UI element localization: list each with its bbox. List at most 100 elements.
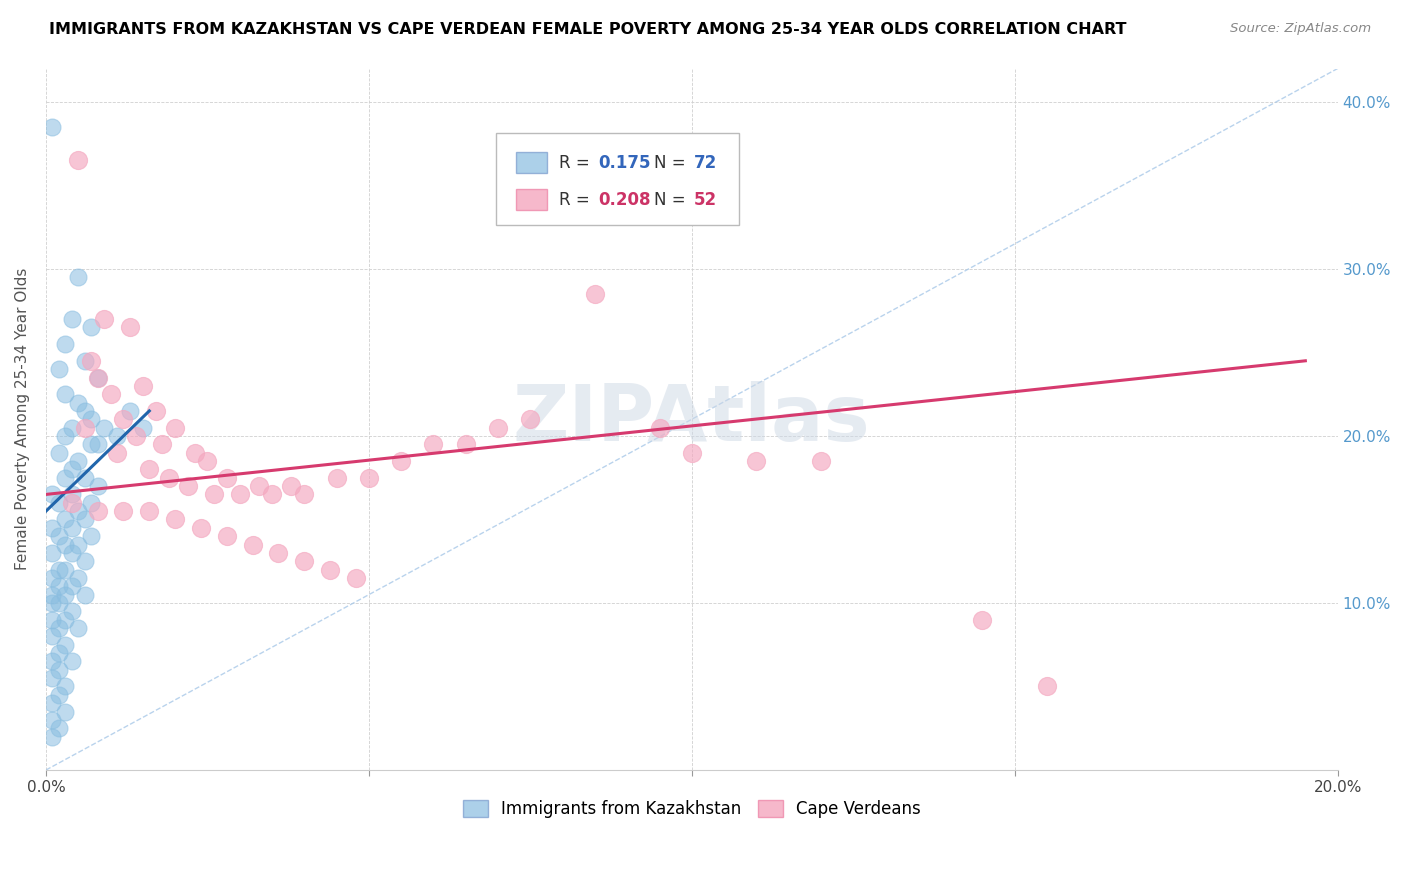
Point (53, 471, 76, 485)
Point (132, 379, 155, 393)
Point (48, 688, 70, 702)
Text: R =: R = (558, 191, 595, 209)
Point (157, 471, 180, 485)
Point (60, 312, 83, 326)
Point (53, 563, 76, 577)
Point (60, 655, 83, 669)
Point (80, 412, 103, 426)
Point (681, 445, 703, 459)
Point (67, 395, 90, 409)
Point (60, 579, 83, 593)
Point (53, 680, 76, 694)
Point (41, 546, 63, 560)
Point (67, 537, 90, 551)
Text: 72: 72 (693, 153, 717, 171)
Point (60, 462, 83, 476)
Text: IMMIGRANTS FROM KAZAKHSTAN VS CAPE VERDEAN FEMALE POVERTY AMONG 25-34 YEAR OLDS : IMMIGRANTS FROM KAZAKHSTAN VS CAPE VERDE… (49, 22, 1126, 37)
Point (41, 730, 63, 744)
Point (132, 420, 155, 434)
Point (86, 370, 108, 384)
Point (422, 437, 444, 451)
Point (125, 429, 148, 443)
Point (53, 588, 76, 602)
Text: 0.175: 0.175 (598, 153, 651, 171)
Point (138, 504, 160, 518)
Point (73, 512, 96, 526)
Point (486, 420, 509, 434)
Point (93, 312, 115, 326)
Point (73, 588, 96, 602)
Point (41, 596, 63, 610)
Point (190, 521, 212, 535)
Point (292, 554, 315, 568)
Point (118, 320, 141, 334)
Legend: Immigrants from Kazakhstan, Cape Verdeans: Immigrants from Kazakhstan, Cape Verdean… (456, 793, 928, 825)
Point (53, 705, 76, 719)
Point (745, 454, 768, 468)
Point (105, 429, 128, 443)
Text: R =: R = (558, 153, 595, 171)
Point (48, 646, 70, 660)
Point (41, 713, 63, 727)
Point (48, 496, 70, 510)
Point (53, 387, 76, 401)
Point (53, 337, 76, 351)
Point (105, 445, 128, 459)
Text: 0.208: 0.208 (598, 191, 651, 209)
Point (41, 696, 63, 710)
Point (41, 671, 63, 685)
Point (260, 487, 283, 501)
Text: 52: 52 (693, 191, 717, 209)
Point (73, 353, 96, 368)
Point (325, 471, 347, 485)
Point (53, 512, 76, 526)
Point (48, 529, 70, 543)
Point (48, 362, 70, 376)
Point (86, 479, 108, 493)
Point (183, 445, 205, 459)
Point (86, 437, 108, 451)
Point (454, 437, 477, 451)
Point (48, 563, 70, 577)
Text: Source: ZipAtlas.com: Source: ZipAtlas.com (1230, 22, 1371, 36)
Point (41, 571, 63, 585)
Point (319, 563, 342, 577)
Point (60, 487, 83, 501)
Point (810, 454, 832, 468)
Point (215, 529, 238, 543)
Text: N =: N = (654, 153, 690, 171)
Point (60, 546, 83, 560)
Point (138, 462, 160, 476)
Point (86, 370, 108, 384)
Point (48, 621, 70, 635)
Text: ZIPAtlas: ZIPAtlas (513, 381, 870, 458)
Point (145, 404, 167, 418)
Point (80, 496, 103, 510)
Point (41, 588, 63, 602)
Point (60, 604, 83, 618)
Point (972, 613, 994, 627)
Point (389, 454, 412, 468)
Point (41, 120, 63, 134)
Point (357, 471, 380, 485)
Point (67, 571, 90, 585)
Point (80, 529, 103, 543)
Point (80, 437, 103, 451)
Point (93, 420, 115, 434)
Point (60, 496, 83, 510)
Point (67, 270, 90, 285)
Point (41, 655, 63, 669)
Point (80, 320, 103, 334)
Point (73, 471, 96, 485)
Point (519, 412, 541, 426)
Point (267, 546, 290, 560)
Point (41, 629, 63, 643)
Point (292, 487, 315, 501)
Point (197, 454, 219, 468)
Text: N =: N = (654, 191, 690, 209)
Point (202, 487, 225, 501)
Point (67, 621, 90, 635)
Point (48, 579, 70, 593)
Point (80, 353, 103, 368)
Point (648, 420, 671, 434)
